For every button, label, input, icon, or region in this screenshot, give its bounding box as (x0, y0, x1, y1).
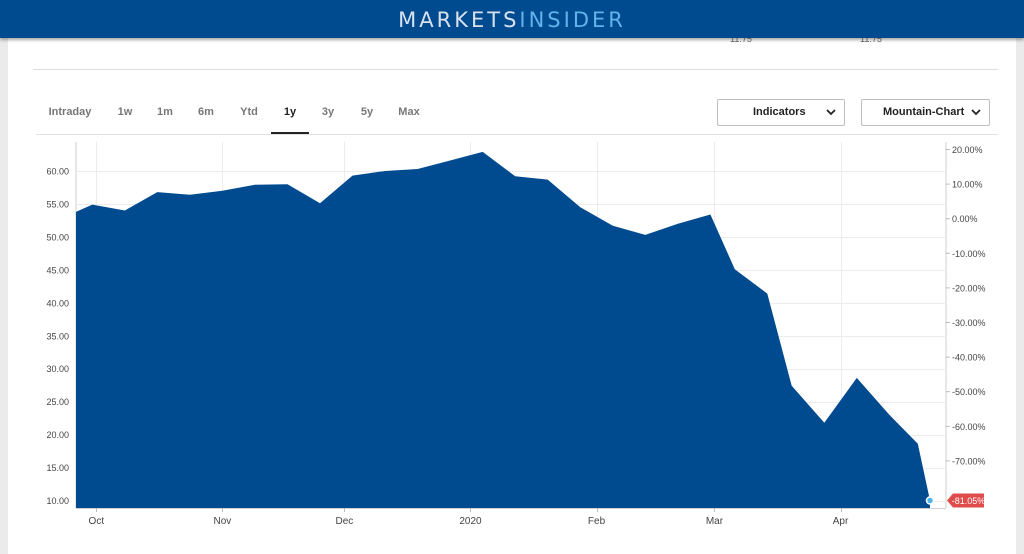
y-left-tick-label: 40.00 (46, 298, 69, 308)
y-right-tick-label: 20.00% (952, 145, 983, 155)
chevron-down-icon (826, 109, 836, 116)
indicators-label: Indicators (753, 106, 806, 118)
y-left-tick-label: 60.00 (46, 167, 69, 177)
y-left-tick-label: 10.00 (46, 496, 69, 506)
last-value-label: -81.05% (952, 496, 986, 506)
y-left-tick-label: 25.00 (46, 397, 69, 407)
y-left-tick-label: 35.00 (46, 331, 69, 341)
x-tick-label: 2020 (459, 516, 482, 527)
clipped-value-1: 11.75 (730, 34, 752, 44)
y-right-tick-label: -30.00% (952, 318, 986, 328)
x-tick-label: Oct (89, 516, 105, 527)
markets-insider-logo[interactable]: MARKETSINSIDER (0, 8, 1024, 32)
tab-6m[interactable]: 6m (198, 106, 214, 118)
tab-intraday[interactable]: Intraday (48, 106, 92, 118)
y-right-tick-label: 0.00% (952, 214, 978, 224)
logo-markets: MARKETS (398, 8, 520, 32)
tab-ytd[interactable]: Ytd (240, 106, 258, 118)
section-divider (33, 69, 998, 70)
chevron-down-icon (971, 109, 981, 116)
y-left-tick-label: 20.00 (46, 430, 69, 440)
x-tick-label: Nov (214, 516, 232, 527)
chart-type-dropdown[interactable]: Mountain-Chart (861, 99, 990, 126)
tabs-underline (36, 134, 998, 135)
y-left-tick-label: 15.00 (46, 463, 69, 473)
y-left-tick-label: 50.00 (46, 232, 69, 242)
tab-1y[interactable]: 1y (271, 98, 309, 134)
tab-5y[interactable]: 5y (360, 106, 374, 118)
y-right-tick-label: -60.00% (952, 422, 986, 432)
y-right-tick-label: -40.00% (952, 353, 986, 363)
last-value-dot (925, 496, 935, 505)
y-right-tick-label: -10.00% (952, 249, 986, 259)
tab-1w[interactable]: 1w (117, 106, 133, 118)
indicators-dropdown[interactable]: Indicators (717, 99, 845, 126)
y-left-tick-label: 55.00 (46, 199, 69, 209)
logo-insider: INSIDER (519, 8, 626, 32)
site-header: MARKETSINSIDER (0, 0, 1024, 38)
y-right-tick-label: -20.00% (952, 283, 986, 293)
y-right-tick-label: -70.00% (952, 456, 986, 466)
x-tick-label: Mar (706, 516, 724, 527)
x-tick-label: Feb (588, 516, 606, 527)
clipped-value-2: 11.75 (860, 34, 882, 44)
y-right-tick-label: -50.00% (952, 387, 986, 397)
x-tick-label: Apr (833, 516, 849, 527)
tab-1m[interactable]: 1m (157, 106, 173, 118)
y-left-tick-label: 30.00 (46, 364, 69, 374)
price-area (76, 151, 930, 508)
tab-3y[interactable]: 3y (321, 106, 335, 118)
y-left-tick-label: 45.00 (46, 265, 69, 275)
y-right-tick-label: 10.00% (952, 180, 983, 190)
last-value-badge (947, 493, 984, 508)
x-tick-label: Dec (336, 516, 354, 527)
chart-type-label: Mountain-Chart (883, 106, 965, 118)
tab-max[interactable]: Max (398, 106, 420, 118)
